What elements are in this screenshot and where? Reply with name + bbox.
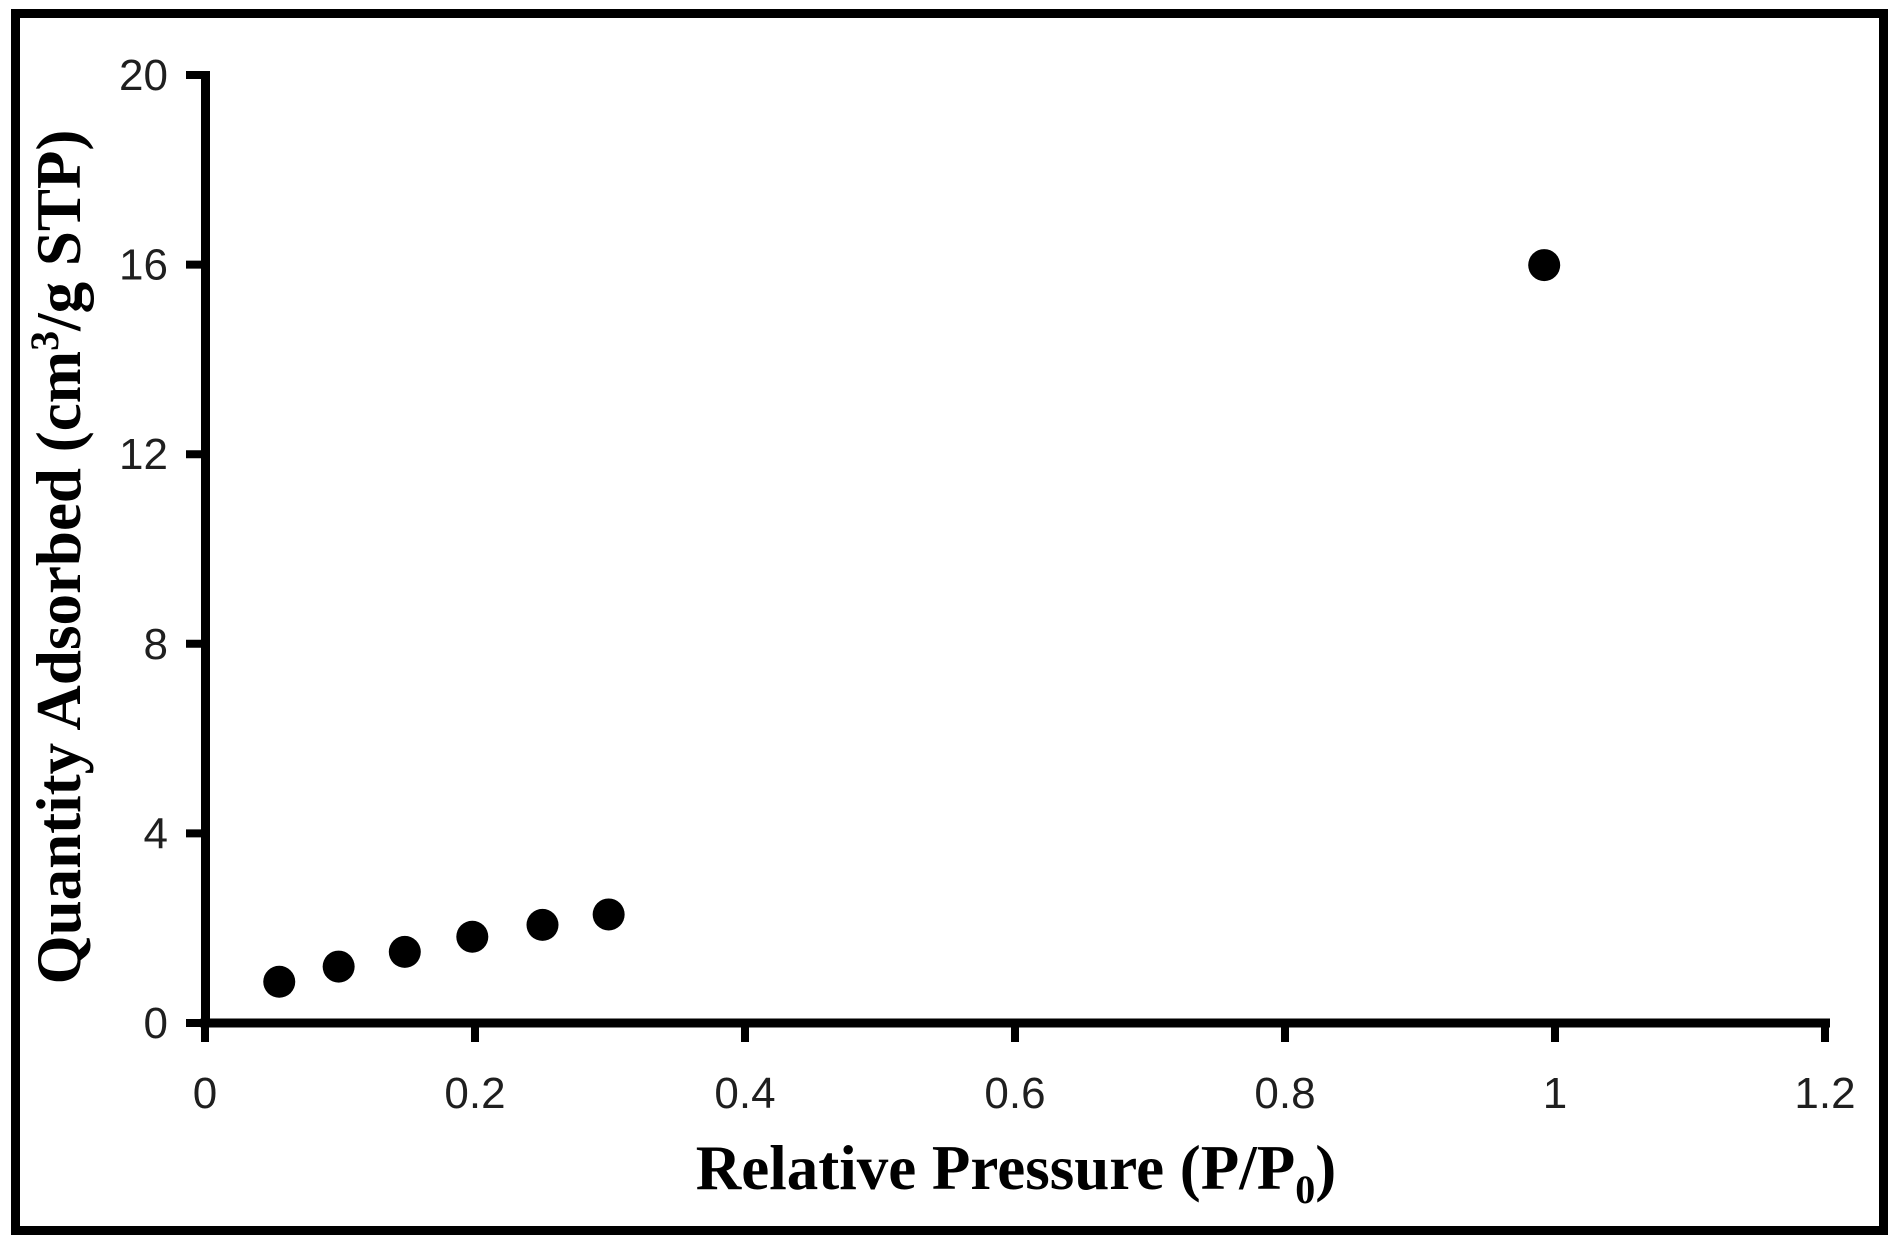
data-point [263, 965, 296, 998]
y-tick-label: 8 [144, 620, 168, 669]
y-tick-label: 16 [119, 241, 168, 290]
data-point [388, 935, 421, 968]
x-axis-title: Relative Pressure (P/P0) [696, 1133, 1336, 1212]
x-tick-label: 0.8 [1254, 1069, 1315, 1118]
x-tick-label: 0 [193, 1069, 217, 1118]
x-tick-label: 1.2 [1794, 1069, 1855, 1118]
y-tick-label: 4 [144, 809, 168, 858]
x-tick-label: 0.2 [444, 1069, 505, 1118]
x-tick-label: 0.6 [984, 1069, 1045, 1118]
data-point [456, 920, 489, 953]
data-point [1528, 249, 1561, 282]
y-axis-title: Quantity Adsorbed (cm3/g STP) [22, 130, 94, 985]
x-tick-label: 1 [1543, 1069, 1567, 1118]
chart-border-frame [11, 9, 1888, 1235]
data-point [526, 908, 559, 941]
y-tick-label: 0 [144, 999, 168, 1048]
x-tick-label: 0.4 [714, 1069, 775, 1118]
y-tick-label: 20 [119, 51, 168, 100]
y-tick-label: 12 [119, 430, 168, 479]
data-point [322, 950, 355, 983]
data-point [592, 898, 625, 931]
